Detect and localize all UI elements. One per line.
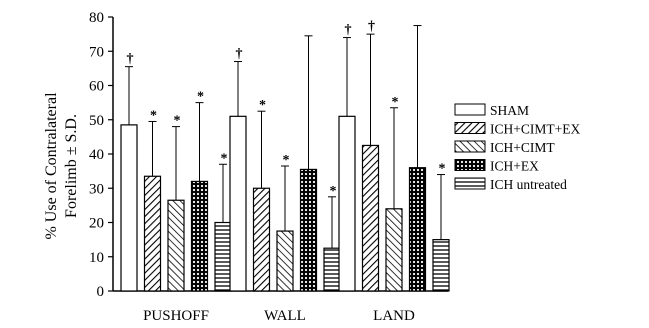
y-tick-label: 70 bbox=[89, 44, 104, 60]
legend-swatch bbox=[454, 103, 486, 116]
y-tick-label: 10 bbox=[89, 250, 104, 266]
significance-asterisk: * bbox=[392, 95, 399, 110]
significance-markers: † * * * * † * * * † † * * bbox=[127, 19, 446, 199]
y-tick-label: 0 bbox=[97, 284, 105, 300]
y-tick-label: 20 bbox=[89, 216, 104, 232]
legend-label: ICH+CIMT+EX bbox=[490, 122, 580, 137]
bar-pushoff-2 bbox=[143, 175, 162, 292]
bar-wall-3 bbox=[276, 230, 294, 292]
significance-asterisk: * bbox=[330, 184, 337, 199]
significance-asterisk: * bbox=[283, 153, 290, 168]
bar-land-5 bbox=[432, 239, 450, 292]
significance-dagger: † bbox=[236, 47, 243, 62]
y-axis-label: % Use of Contralateral Forelimb ± S.D. bbox=[43, 92, 80, 240]
significance-asterisk: * bbox=[150, 108, 157, 123]
legend-label: ICH untreated bbox=[490, 177, 567, 192]
legend-swatch bbox=[454, 177, 486, 190]
y-axis-label-line2: Forelimb ± S.D. bbox=[63, 114, 80, 218]
bar-wall-4 bbox=[299, 168, 318, 292]
significance-asterisk: * bbox=[439, 162, 446, 177]
bar-wall-2 bbox=[252, 187, 271, 292]
legend: SHAM ICH+CIMT+EX ICH+CIMT ICH+EX ICH untreat… bbox=[454, 103, 580, 192]
y-tick-label: 30 bbox=[89, 181, 104, 197]
legend-swatch bbox=[454, 159, 486, 171]
y-axis-label-line1: % Use of Contralateral bbox=[43, 92, 60, 240]
bar-land-4 bbox=[408, 167, 427, 292]
x-category-label: PUSHOFF bbox=[143, 308, 209, 324]
bar-pushoff-5 bbox=[214, 221, 232, 292]
y-tick-label: 60 bbox=[89, 79, 104, 95]
legend-swatch bbox=[454, 140, 486, 153]
significance-dagger: † bbox=[368, 19, 375, 34]
x-category-labels: PUSHOFF WALL LAND bbox=[143, 308, 415, 324]
bar-pushoff-1 bbox=[120, 124, 138, 292]
legend-label: ICH+EX bbox=[490, 159, 539, 174]
x-category-label: LAND bbox=[373, 308, 415, 324]
bar-wall-1 bbox=[229, 115, 247, 292]
axes: 0 10 20 30 40 50 60 70 80 bbox=[89, 10, 448, 300]
y-tick-label: 50 bbox=[89, 113, 104, 129]
bar-land-2 bbox=[361, 144, 380, 292]
bar-wall-5 bbox=[323, 247, 341, 292]
significance-dagger: † bbox=[127, 52, 134, 67]
legend-swatch bbox=[454, 122, 486, 134]
significance-asterisk: * bbox=[221, 151, 228, 166]
legend-label: SHAM bbox=[490, 103, 529, 118]
y-tick-label: 80 bbox=[89, 10, 104, 26]
bar-pushoff-3 bbox=[167, 199, 185, 292]
bar-land-3 bbox=[385, 208, 403, 292]
significance-asterisk: * bbox=[197, 90, 204, 105]
error-bars bbox=[125, 25, 445, 249]
bar-land-1 bbox=[338, 115, 356, 292]
x-category-label: WALL bbox=[264, 308, 306, 324]
significance-dagger: † bbox=[345, 23, 352, 38]
significance-asterisk: * bbox=[259, 98, 266, 113]
bar-pushoff-4 bbox=[190, 180, 209, 292]
significance-asterisk: * bbox=[174, 114, 181, 129]
y-tick-label: 40 bbox=[89, 147, 104, 163]
legend-label: ICH+CIMT bbox=[490, 140, 555, 155]
